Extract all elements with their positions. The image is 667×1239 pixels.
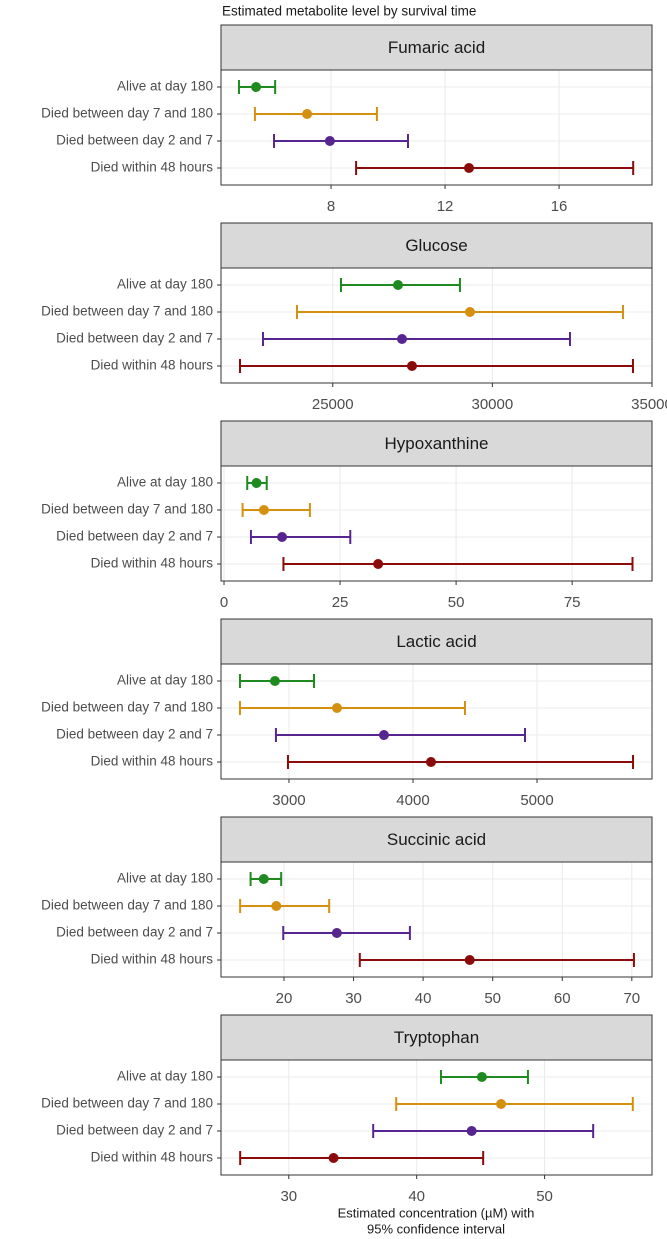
figure-title: Estimated metabolite level by survival t… [222,4,476,19]
y-tick-label: Died between day 7 and 180 [41,1096,213,1111]
point [392,280,403,290]
point [302,109,313,119]
panel-border [220,69,653,186]
point [425,757,436,767]
y-tick-label: Died between day 7 and 180 [41,502,213,517]
strip-title: Lactic acid [396,632,476,651]
point [464,955,475,965]
x-tick-label: 70 [623,990,640,1007]
y-tick-label: Died between day 2 and 7 [56,529,213,544]
plot-panel [221,268,652,383]
point [466,1126,477,1136]
x-axis-title: Estimated concentration (µM) with [338,1205,535,1220]
point [251,478,262,488]
y-tick-label: Alive at day 180 [117,871,213,886]
x-tick-label: 4000 [396,792,429,809]
plot-panel [221,1060,652,1175]
point [331,928,342,938]
x-axis-title: 95% confidence interval [367,1221,505,1236]
y-tick-label: Died within 48 hours [91,160,214,175]
point [331,703,342,713]
x-tick-label: 25000 [312,396,354,413]
x-tick-label: 50 [536,1188,553,1205]
x-tick-label: 3000 [272,792,305,809]
x-tick-label: 30 [345,990,362,1007]
x-tick-label: 16 [551,198,568,215]
y-tick-label: Alive at day 180 [117,673,213,688]
x-tick-label: 25 [332,594,349,611]
y-tick-label: Died within 48 hours [91,952,214,967]
y-tick-label: Died within 48 hours [91,1150,214,1165]
x-tick-label: 35000 [631,396,667,413]
plot-panel [221,466,652,581]
point [396,334,407,344]
x-tick-label: 12 [437,198,454,215]
point [373,559,384,569]
plot-panel [221,70,652,185]
strip-title: Fumaric acid [388,38,485,57]
y-tick-label: Died between day 2 and 7 [56,133,213,148]
point [406,361,417,371]
y-tick-label: Alive at day 180 [117,79,213,94]
strip [220,618,653,665]
x-tick-label: 20 [276,990,293,1007]
point [251,82,262,92]
point [496,1099,507,1109]
y-tick-label: Died within 48 hours [91,556,214,571]
y-tick-label: Alive at day 180 [117,1069,213,1084]
y-tick-label: Died between day 7 and 180 [41,700,213,715]
y-tick-label: Died between day 7 and 180 [41,898,213,913]
y-tick-label: Alive at day 180 [117,475,213,490]
x-tick-label: 30 [280,1188,297,1205]
y-tick-label: Died between day 2 and 7 [56,331,213,346]
y-tick-label: Died between day 7 and 180 [41,304,213,319]
y-tick-label: Died between day 2 and 7 [56,727,213,742]
point [258,505,269,515]
x-tick-label: 60 [554,990,571,1007]
strip-title: Tryptophan [394,1028,479,1047]
strip-title: Glucose [405,236,467,255]
plot-panel [221,664,652,779]
point [476,1072,487,1082]
panel-border [220,267,653,384]
y-tick-label: Died within 48 hours [91,358,214,373]
x-tick-label: 50 [484,990,501,1007]
panel-border [220,663,653,780]
panel-border [220,861,653,978]
point [463,163,474,173]
x-tick-label: 0 [220,594,228,611]
y-tick-label: Died between day 2 and 7 [56,925,213,940]
strip [220,24,653,71]
point [328,1153,339,1163]
strip [220,816,653,863]
strip-title: Hypoxanthine [385,434,489,453]
y-tick-label: Died within 48 hours [91,754,214,769]
x-tick-label: 40 [415,990,432,1007]
x-tick-label: 5000 [520,792,553,809]
strip [220,420,653,467]
point [258,874,269,884]
x-tick-label: 40 [408,1188,425,1205]
x-tick-label: 30000 [472,396,514,413]
y-tick-label: Alive at day 180 [117,277,213,292]
panel-border [220,465,653,582]
point [269,676,280,686]
point [378,730,389,740]
x-tick-label: 8 [327,198,335,215]
panel-border [220,1059,653,1176]
y-tick-label: Died between day 7 and 180 [41,106,213,121]
x-tick-label: 75 [564,594,581,611]
plot-panel [221,862,652,977]
x-tick-label: 50 [448,594,465,611]
point [271,901,282,911]
point [277,532,288,542]
strip-title: Succinic acid [387,830,486,849]
y-tick-label: Died between day 2 and 7 [56,1123,213,1138]
point [324,136,335,146]
point [464,307,475,317]
